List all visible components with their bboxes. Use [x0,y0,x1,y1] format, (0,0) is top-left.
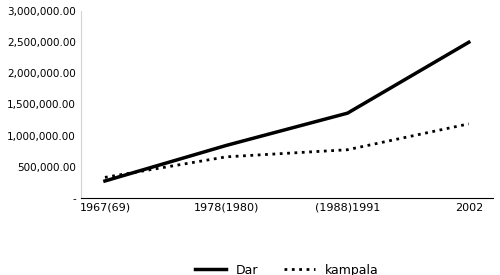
kampala [102,176,108,179]
Dar [466,41,472,44]
Dar [344,111,350,115]
kampala [466,122,472,125]
Legend: Dar, kampala: Dar, kampala [190,258,384,275]
Dar [102,179,108,183]
Dar [223,144,229,147]
Line: kampala: kampala [105,124,469,177]
kampala [344,148,350,151]
Line: Dar: Dar [105,42,469,181]
kampala [223,155,229,158]
